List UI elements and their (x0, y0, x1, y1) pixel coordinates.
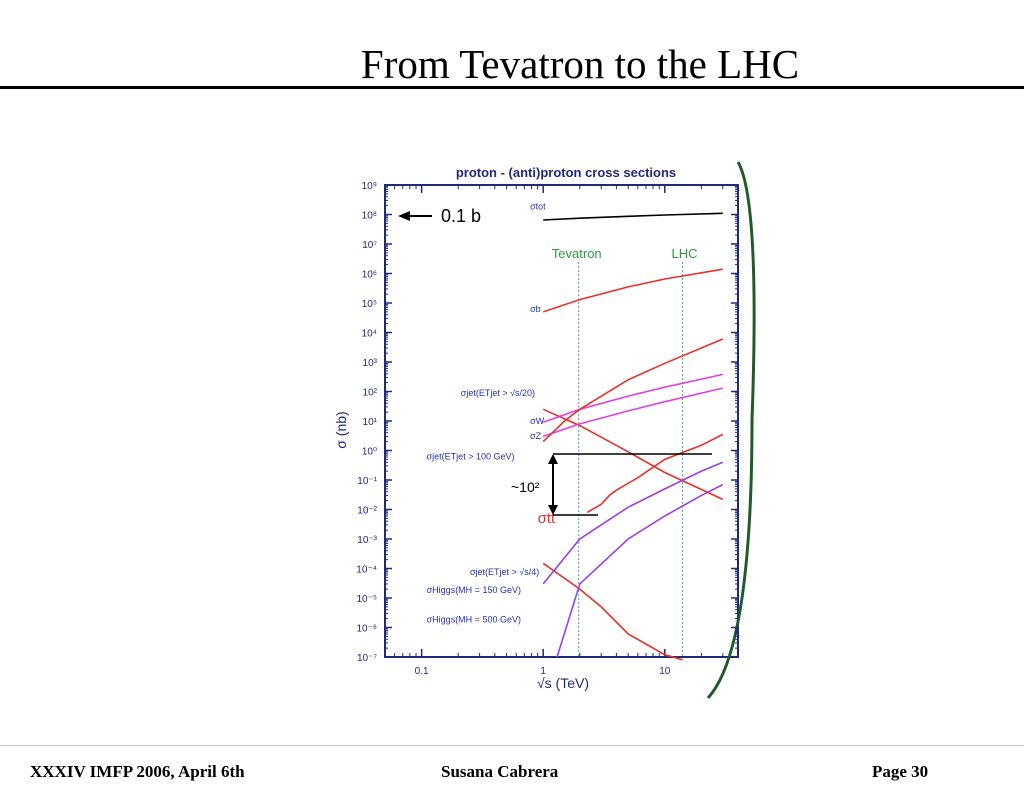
y-tick-label: 10¹ (363, 417, 378, 428)
series-label: σjet(ETjet > √s/20) (461, 388, 535, 398)
series-label: σZ (530, 431, 542, 441)
x-tick-label: 1 (540, 666, 546, 677)
arrow-0-1b-head (398, 211, 410, 221)
slide-title: From Tevatron to the LHC (360, 41, 800, 87)
series-label: σtot (530, 201, 546, 211)
series-label: σHiggs(MH = 150 GeV) (427, 585, 521, 595)
series-label: σtt (538, 510, 556, 527)
y-tick-label: 10⁷ (362, 240, 377, 251)
footer-author: Susana Cabrera (441, 762, 559, 781)
series-line (542, 268, 723, 313)
y-tick-label: 10⁻² (357, 506, 377, 517)
y-tick-label: 10² (363, 388, 378, 399)
series-label: σjet(ETjet > √s/4) (470, 567, 539, 577)
series-line (586, 433, 724, 514)
series-line (556, 483, 724, 658)
y-tick-label: 10⁻⁴ (356, 565, 377, 576)
title-divider (0, 86, 1024, 89)
series-line (542, 338, 724, 443)
y-tick-label: 10⁻⁵ (356, 594, 377, 605)
y-tick-label: 10⁰ (362, 447, 377, 458)
series-line (542, 562, 683, 661)
footer-conference: XXXIV IMFP 2006, April 6th (30, 762, 245, 781)
footer-divider (0, 745, 1024, 746)
y-tick-label: 10⁻¹ (357, 476, 377, 487)
x-tick-label: 10 (659, 666, 671, 677)
vline-label-lhc: LHC (672, 246, 698, 261)
vline-label-tevatron: Tevatron (552, 246, 602, 261)
annotation-0-1b: 0.1 b (441, 206, 481, 226)
y-tick-label: 10⁻⁷ (357, 653, 377, 664)
bracket-arc (706, 161, 756, 700)
y-tick-label: 10⁵ (362, 299, 377, 310)
series-line (542, 373, 723, 424)
series-label: σb (530, 304, 541, 314)
y-tick-label: 10⁸ (362, 211, 377, 222)
y-tick-label: 10⁴ (362, 329, 377, 340)
y-tick-label: 10⁻⁶ (356, 624, 377, 635)
y-axis-label: σ (nb) (333, 411, 349, 448)
x-axis-label: √s (TeV) (537, 675, 589, 691)
x-tick-label: 0.1 (415, 666, 429, 677)
series-line (543, 212, 723, 221)
chart-title: proton - (anti)proton cross sections (456, 165, 676, 180)
series-label: σHiggs(MH = 500 GeV) (427, 614, 521, 624)
series-line (542, 408, 724, 501)
gap-arrow-head-up (548, 454, 558, 464)
annotation-gap: ~10² (511, 479, 540, 495)
series-label: σW (530, 416, 545, 426)
series-line (542, 387, 723, 438)
y-tick-label: 10⁻³ (357, 535, 377, 546)
y-tick-label: 10⁶ (362, 270, 377, 281)
y-tick-label: 10⁹ (362, 181, 377, 192)
gap-arrow-head-down (548, 505, 558, 515)
footer-page-number: Page 30 (872, 762, 929, 781)
series-line (542, 461, 724, 585)
y-tick-label: 10³ (363, 358, 378, 369)
series-label: σjet(ETjet > 100 GeV) (427, 451, 515, 461)
